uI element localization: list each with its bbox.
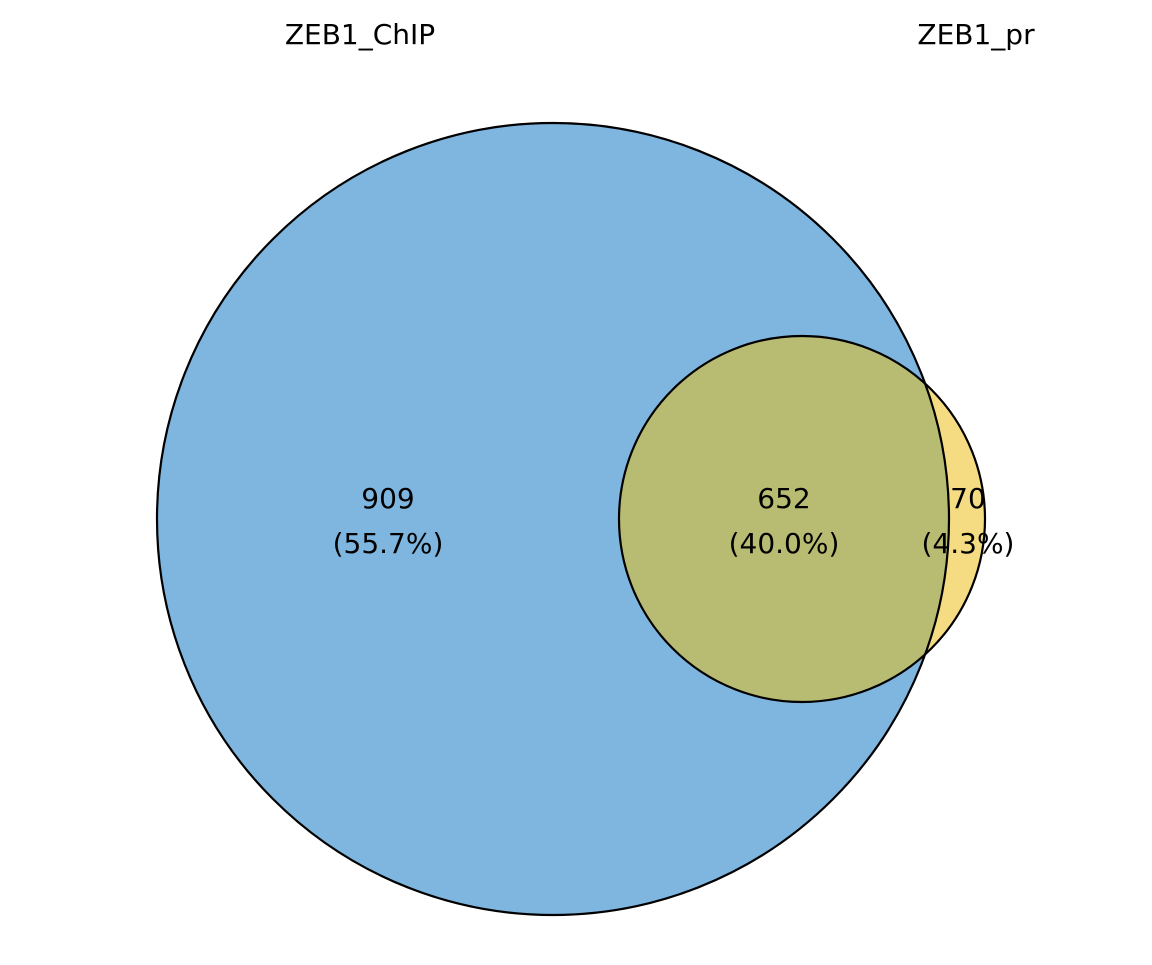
region-count-pr-only: 70 (950, 482, 986, 515)
region-percent-overlap: (40.0%) (729, 527, 840, 560)
region-percent-chip-only: (55.7%) (333, 527, 444, 560)
set-label-zeb1-pr: ZEB1_pr (917, 18, 1035, 51)
set-label-zeb1-chip: ZEB1_ChIP (285, 18, 435, 51)
region-count-chip-only: 909 (361, 482, 414, 515)
region-percent-pr-only: (4.3%) (922, 527, 1015, 560)
set-circle-zeb1-chip (157, 123, 949, 915)
region-count-overlap: 652 (757, 482, 810, 515)
set-outline-zeb1-chip (155, 121, 951, 917)
set-outline-zeb1-pr (617, 334, 987, 704)
overlap-region (619, 336, 949, 702)
